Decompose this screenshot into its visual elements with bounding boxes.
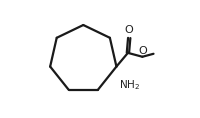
Text: NH$_2$: NH$_2$ (119, 78, 140, 92)
Text: O: O (125, 25, 134, 35)
Text: O: O (138, 46, 147, 56)
